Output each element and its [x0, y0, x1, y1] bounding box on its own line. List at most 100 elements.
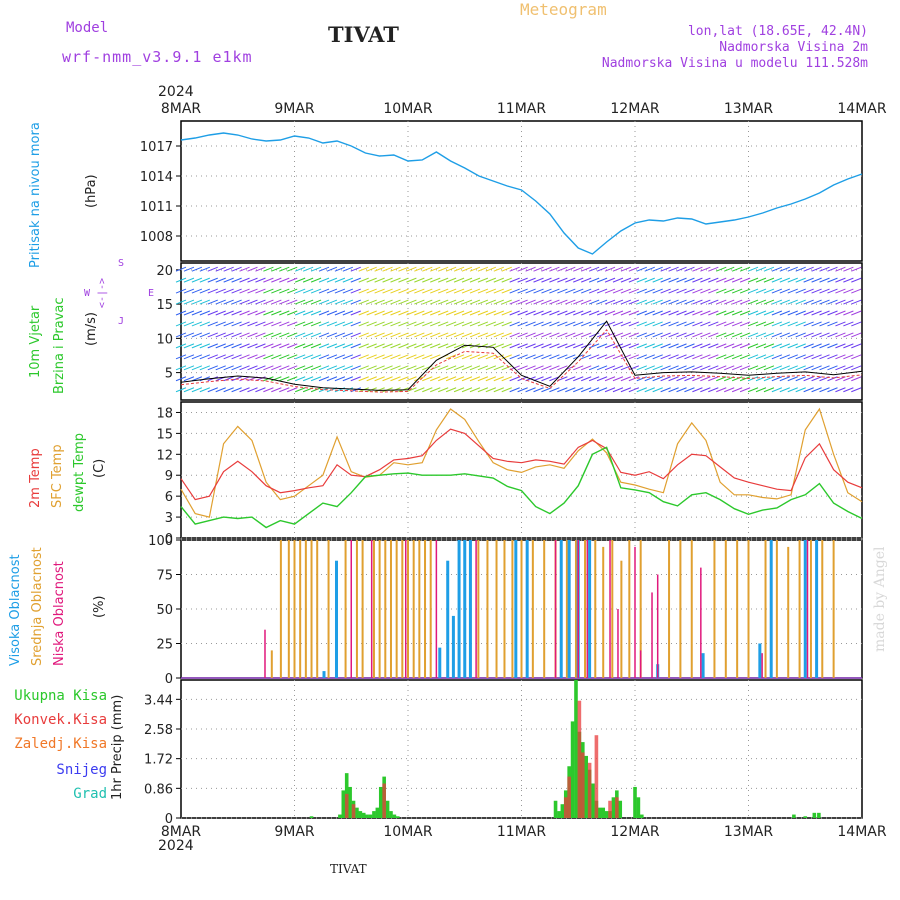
precip-bar: [604, 811, 609, 818]
wind-barb: [302, 288, 314, 294]
wind-barb: [279, 310, 290, 316]
wind-barb: [175, 365, 187, 371]
cloud-bar: [334, 560, 338, 678]
wind-barb: [263, 266, 274, 272]
wind-barb: [716, 343, 727, 349]
wind-barb: [763, 277, 775, 283]
wind-barb: [374, 365, 385, 371]
wind-barb: [763, 387, 775, 393]
wind-barb: [676, 332, 687, 338]
wind-barb: [501, 288, 512, 294]
cloud-bar: [412, 540, 415, 678]
wind-barb: [334, 376, 346, 382]
wind-barb: [350, 266, 361, 272]
wind-barb: [779, 288, 791, 294]
lonlat-label: lon,lat (18.65E, 42.4N): [687, 24, 868, 39]
wind-barb: [493, 387, 504, 393]
wind-barb: [493, 299, 504, 305]
wind-barb: [716, 365, 727, 371]
wind-barb: [596, 266, 608, 272]
precip-bar: [560, 804, 565, 818]
wind-barb: [485, 277, 497, 283]
wind-barb: [533, 343, 544, 349]
wind-barb: [477, 266, 489, 272]
wind-barb: [541, 365, 552, 371]
wind-barb: [406, 354, 417, 360]
wind-barb: [636, 343, 647, 349]
y-tick-label: 100: [148, 534, 173, 549]
wind-barb: [676, 343, 687, 349]
wind-barb: [398, 310, 409, 316]
wind-barb: [199, 310, 211, 316]
wind-barb: [533, 365, 544, 371]
wind-barb: [437, 365, 449, 371]
wind-barb: [851, 365, 862, 371]
wind-barb: [692, 277, 703, 283]
wind-barb: [398, 354, 409, 360]
wind-barb: [287, 365, 298, 371]
wind-barb: [596, 354, 608, 360]
wind-barb: [668, 288, 679, 294]
wind-barb: [644, 310, 655, 316]
wind-barb: [374, 299, 385, 305]
wind-barb: [318, 343, 330, 349]
wind-barb: [573, 288, 584, 294]
wind-barb: [334, 310, 346, 316]
wind-barb: [326, 332, 338, 338]
wind-barb: [739, 343, 751, 349]
wind-barb: [493, 376, 504, 382]
wind-barb: [350, 310, 361, 316]
legend-total-rain: Ukupna Kisa: [14, 688, 107, 704]
cloud-bar: [679, 540, 682, 678]
wind-barb: [350, 332, 361, 338]
wind-barb: [779, 365, 791, 371]
wind-barb: [191, 288, 203, 294]
day-label-bottom: 9MAR: [274, 824, 315, 840]
wind-barb: [541, 332, 552, 338]
wind-barb: [684, 288, 695, 294]
wind-barb: [549, 299, 560, 305]
wind-barb: [223, 310, 234, 316]
wind-barb: [565, 321, 576, 327]
wind-barb: [390, 354, 401, 360]
precip-bar: [563, 797, 568, 818]
cloud-bar: [565, 540, 568, 678]
wind-barb: [294, 354, 306, 360]
wind-barb: [342, 288, 354, 294]
wind-barb: [509, 288, 520, 294]
wind-barb: [692, 376, 703, 382]
wind-barb: [342, 332, 354, 338]
y-tick-label: 50: [156, 603, 173, 618]
wind-barb: [191, 365, 203, 371]
wind-barb: [517, 277, 528, 283]
wind-barb: [565, 387, 576, 393]
wind-barb: [207, 288, 218, 294]
wind-barb: [406, 332, 417, 338]
wind-barb: [263, 310, 274, 316]
wind-barb: [525, 277, 536, 283]
wind-barb: [851, 277, 862, 283]
wind-barb: [231, 310, 242, 316]
cloud-bar: [520, 540, 523, 678]
wind-barb: [668, 332, 679, 338]
y-tick-label: 1011: [140, 200, 173, 215]
wind-barb: [215, 321, 226, 327]
wind-barb: [390, 310, 401, 316]
wind-barb: [843, 288, 854, 294]
wind-barb: [787, 266, 798, 272]
wind-barb: [739, 288, 751, 294]
wind-barb: [525, 310, 536, 316]
wind-barb: [414, 266, 425, 272]
wind-barb: [708, 310, 719, 316]
wind-barb: [493, 321, 504, 327]
wind-barb: [588, 321, 600, 327]
wind-barb: [612, 266, 624, 272]
wind-barb: [700, 332, 711, 338]
precip-bar: [372, 811, 376, 818]
wind-barb: [771, 343, 783, 349]
wind-barb: [612, 387, 624, 393]
wind-barb: [175, 343, 187, 349]
wind-barb: [334, 343, 346, 349]
cloud-bar: [803, 540, 807, 678]
wind-barb: [287, 332, 298, 338]
